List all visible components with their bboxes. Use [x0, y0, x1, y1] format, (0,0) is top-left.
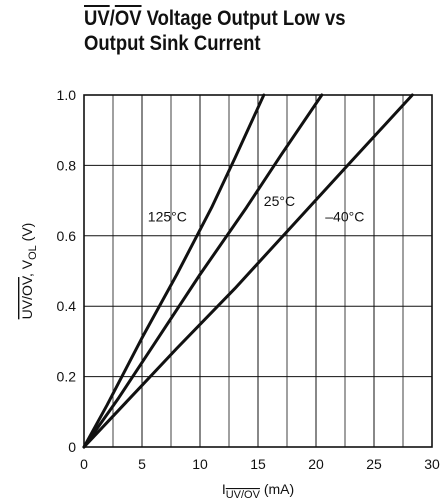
- chart-title: UV/OV Voltage Output Low vs Output Sink …: [84, 6, 392, 56]
- series-labels: 125°C 25°C –40°C: [148, 193, 365, 225]
- y-tick-label: 0.4: [57, 298, 77, 314]
- x-axis-label: IUV/OV (mA): [222, 481, 294, 500]
- y-tick-label: 0.8: [57, 157, 77, 173]
- chart-title-rest: Voltage Output Low vs: [141, 7, 346, 30]
- chart-title-uv: UV: [84, 7, 110, 30]
- x-tick-label: 10: [192, 456, 208, 472]
- x-tick-label: 5: [138, 456, 146, 472]
- y-axis-label-sub: OL: [27, 245, 39, 260]
- grid: [84, 95, 432, 447]
- y-tick-label: 0.2: [57, 369, 77, 385]
- series-line: [82, 93, 414, 449]
- series-label: 125°C: [148, 209, 187, 225]
- x-tick-label: 30: [424, 456, 440, 472]
- x-tick-label: 25: [366, 456, 382, 472]
- x-tick-label: 0: [80, 456, 88, 472]
- series-label: 25°C: [264, 193, 295, 209]
- x-tick-label: 15: [250, 456, 266, 472]
- y-tick-label: 0: [68, 439, 76, 455]
- chart-title-line-2: Output Sink Current: [84, 32, 261, 55]
- x-axis-label-sub: UV/OV: [226, 489, 261, 500]
- chart-title-slash: /: [109, 7, 115, 30]
- x-axis-label-base: I: [222, 481, 226, 497]
- y-tick-label: 1.0: [57, 87, 77, 103]
- plot-frame: [83, 94, 433, 448]
- x-axis-label-unit: (mA): [260, 481, 294, 497]
- y-axis-label-unit: (V): [19, 223, 35, 246]
- series-line: [82, 93, 324, 449]
- y-axis-label-mid: , V: [19, 259, 35, 277]
- x-tick-label: 20: [308, 456, 324, 472]
- series-lines: [82, 93, 414, 449]
- y-axis-label: UV/OV, VOL (V): [19, 223, 39, 320]
- y-axis-label-part1: UV/OV: [19, 275, 35, 319]
- chart-title-ov: OV: [114, 7, 142, 30]
- chart-title-line-1: UV/OV Voltage Output Low vs: [84, 6, 392, 31]
- series-label: –40°C: [325, 209, 364, 225]
- tick-labels: 0 5 10 15 20 25 30 0 0.2 0.4 0.6 0.8 1.0: [57, 87, 440, 472]
- series-line: [82, 93, 266, 449]
- y-tick-label: 0.6: [57, 228, 77, 244]
